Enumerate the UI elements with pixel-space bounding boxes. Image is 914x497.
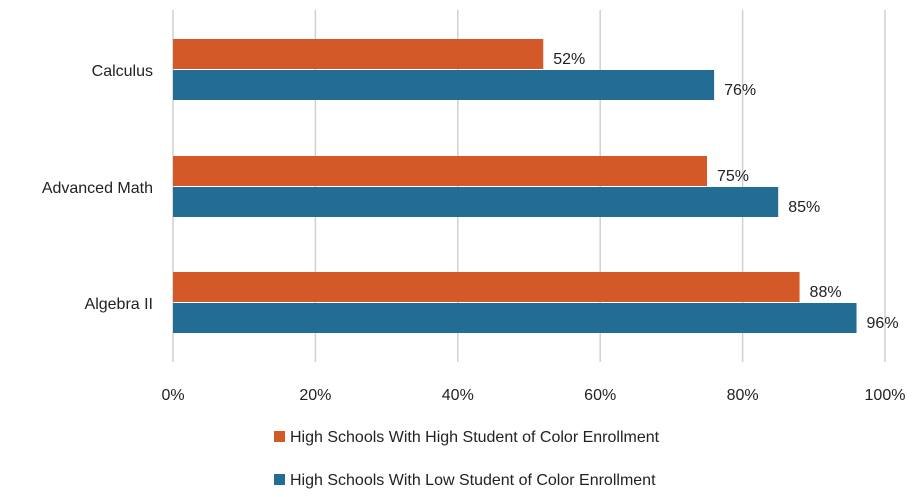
data-label: 76%	[724, 82, 756, 99]
bars	[173, 39, 857, 333]
data-labels: 52% 75% 88% 76% 85% 96%	[553, 51, 898, 332]
category-labels: Calculus Advanced Math Algebra II	[42, 63, 153, 313]
x-tick-label: 80%	[727, 387, 759, 404]
x-tick-label: 20%	[299, 387, 331, 404]
data-label: 52%	[553, 51, 585, 68]
bar-high-enrollment	[173, 156, 707, 186]
bar-high-enrollment	[173, 39, 544, 69]
x-tick-label: 100%	[865, 387, 906, 404]
bar-high-enrollment	[173, 272, 800, 302]
legend-swatch	[274, 431, 285, 442]
category-label: Advanced Math	[42, 180, 153, 197]
x-tick-label: 60%	[584, 387, 616, 404]
bar-low-enrollment	[173, 70, 715, 100]
bar-low-enrollment	[173, 303, 857, 333]
category-label: Calculus	[92, 63, 153, 80]
legend-swatch	[274, 474, 285, 485]
data-label: 88%	[810, 284, 842, 301]
category-label: Algebra II	[85, 296, 153, 313]
data-label: 96%	[867, 315, 899, 332]
x-axis-tick-labels: 0% 20% 40% 60% 80% 100%	[161, 387, 905, 404]
bar-low-enrollment	[173, 187, 779, 217]
legend-label: High Schools With High Student of Color …	[290, 429, 660, 446]
legend: High Schools With High Student of Color …	[274, 429, 660, 489]
data-label: 75%	[717, 168, 749, 185]
x-tick-label: 0%	[161, 387, 184, 404]
data-label: 85%	[788, 199, 820, 216]
legend-label: High Schools With Low Student of Color E…	[290, 472, 656, 489]
x-tick-label: 40%	[442, 387, 474, 404]
